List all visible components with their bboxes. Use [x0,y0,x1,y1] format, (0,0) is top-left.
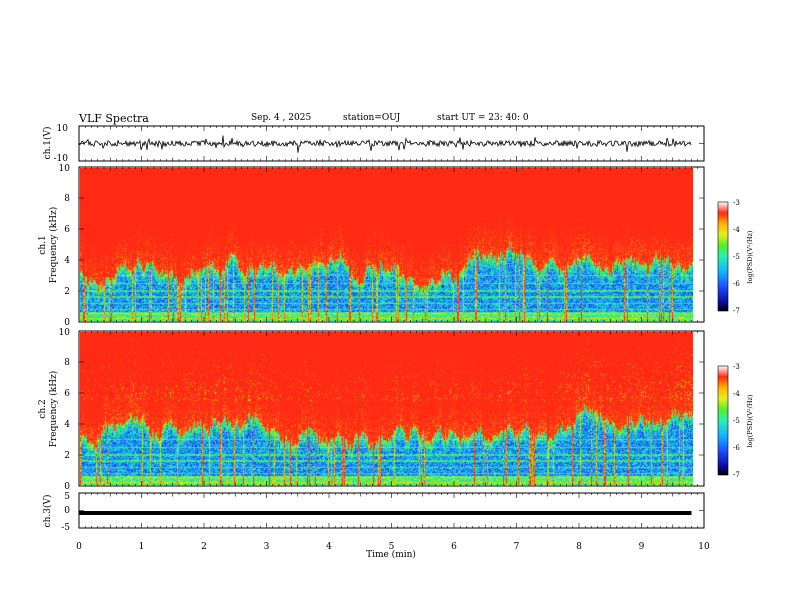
x-axis: 0 1 2 3 4 5 6 7 8 9 10 Time (min) [76,542,710,560]
ch1-cbar-tick-m4: -4 [733,226,740,234]
ch2-cbar-tick-m7: -7 [733,471,740,479]
ch2-cbar-tick-m3: -3 [733,363,740,371]
ch3-ytick-top: 5 [64,492,70,502]
ch2-ytick-4: 4 [64,420,70,430]
ch2-ytick-8: 8 [64,358,70,368]
station-label: station=OUJ [343,113,401,123]
ch2-spec-ylabel-channel: ch.2 [38,399,48,418]
ch2-spec-ylabel: Frequency (kHz) [48,371,59,448]
x-tick-label-2: 2 [201,542,207,552]
x-tick-label-0: 0 [76,542,82,552]
ch2-cbar-tick-m4: -4 [733,390,740,398]
x-tick-label-7: 7 [514,542,520,552]
x-tick-label-10: 10 [698,542,710,552]
ch1-ytick-bottom: -10 [54,154,69,164]
chart-title: VLF Spectra [79,112,149,125]
ch2-cbar-tick-m6: -6 [733,444,740,452]
x-tick-label-5: 5 [389,542,395,552]
ch2-ytick-2: 2 [64,451,70,461]
ch1-spectrogram-image [80,168,693,321]
x-axis-label: Time (min) [366,549,416,560]
ch2-ytick-0: 0 [64,482,70,492]
x-tick-label-8: 8 [576,542,582,552]
x-tick-label-1: 1 [139,542,145,552]
ch1-colorbar: -3 -4 -5 -6 -7 log(PSD)(V²/Hz) [717,199,754,315]
ch3-frame [78,492,705,529]
ch1-spec-ylabel: Frequency (kHz) [48,207,59,284]
x-tick-label-4: 4 [326,542,332,552]
ch1-cbar-tick-m5: -5 [733,253,740,261]
start-time-label: start UT = 23: 40: 0 [437,113,529,123]
ch1-ytick-4: 4 [64,256,70,266]
ch3-ytick-mid: 0 [64,506,70,516]
ch2-ytick-6: 6 [64,389,70,399]
ch2-colorbar: -3 -4 -5 -6 -7 log(PSD)(V²/Hz) [717,363,754,479]
ch2-cbar-tick-m5: -5 [733,417,740,425]
date-label: Sep. 4 , 2025 [251,113,312,123]
x-tick-label-6: 6 [451,542,457,552]
ch3-ylabel: ch.3(V) [42,495,53,528]
ch1-colorbar-scale [717,201,729,312]
ch1-colorbar-label: log(PSD)(V²/Hz) [746,230,754,283]
ch2-spectrogram-panel: ch.2 Frequency (kHz) 0 2 4 6 8 10 [38,328,705,492]
ch1-ytick-top: 10 [57,124,69,134]
ch1-ytick-8: 8 [64,194,70,204]
ch1-ytick-2: 2 [64,287,70,297]
ch1-ylabel: ch.1(V) [42,127,53,160]
x-tick-label-9: 9 [639,542,645,552]
ch2-ytick-10: 10 [59,328,71,338]
ch1-ytick-0: 0 [64,318,70,328]
ch1-cbar-tick-m3: -3 [733,199,740,207]
ch1-spec-ylabel-channel: ch.1 [38,235,48,254]
ch2-colorbar-scale [717,365,729,476]
ch1-ytick-6: 6 [64,225,70,235]
ch2-colorbar-label: log(PSD)(V²/Hz) [746,394,754,447]
ch3-ytick-bottom: -5 [61,523,70,533]
ch1-spectrogram-panel: ch.1 Frequency (kHz) 0 2 4 6 8 10 [38,164,705,328]
ch1-waveform-panel: 10 -10 ch.1(V) [42,124,705,164]
ch1-trace [78,135,692,153]
ch1-ytick-10: 10 [59,164,71,174]
ch3-waveform-panel: 5 0 -5 ch.3(V) [42,492,705,533]
ch1-cbar-tick-m7: -7 [733,307,740,315]
x-tick-label-3: 3 [264,542,270,552]
ch2-spectrogram-image [80,332,693,485]
ch1-cbar-tick-m6: -6 [733,280,740,288]
